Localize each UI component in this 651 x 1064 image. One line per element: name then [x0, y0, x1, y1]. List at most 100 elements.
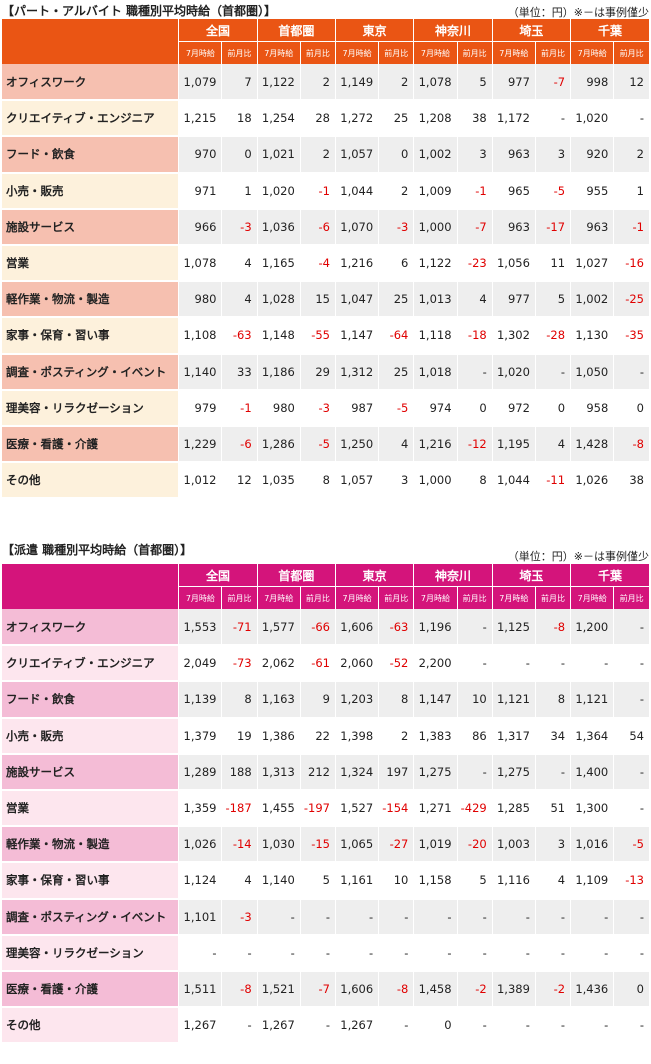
wage-cell: -: [570, 898, 614, 936]
wage-cell: 1,250: [334, 425, 379, 464]
wage-cell: 1,000: [413, 462, 458, 500]
change-cell: 2: [299, 64, 336, 102]
change-cell: 11: [534, 244, 571, 283]
job-category-label: 医療・看護・介護: [2, 425, 179, 464]
wage-cell: 979: [178, 389, 222, 427]
region-header: 全国: [178, 564, 258, 587]
region-header: 全国: [178, 19, 258, 42]
wage-cell: 1,078: [178, 244, 222, 283]
change-cell: -28: [534, 317, 571, 355]
col-change-header: 前月比: [613, 586, 649, 609]
change-cell: 25: [378, 100, 414, 138]
wage-cell: 1,300: [570, 789, 614, 828]
job-category-label: クリエイティブ・エンジニア: [2, 645, 179, 683]
table-row: フード・飲食 970 0 1,021 2 1,057 0 1,002 3 963 3 920 2: [2, 136, 649, 174]
wage-cell: 1,057: [334, 462, 379, 500]
change-cell: -3: [221, 898, 258, 936]
change-cell: 38: [456, 100, 493, 138]
table-row: 軽作業・物流・製造 1,026 -14 1,030 -15 1,065 -27 1,019 -2…: [2, 826, 649, 864]
change-cell: 7: [221, 64, 258, 102]
change-cell: -2: [534, 970, 571, 1009]
change-cell: -7: [534, 64, 571, 102]
change-cell: -: [299, 934, 336, 972]
wage-cell: 1,312: [334, 353, 379, 391]
wage-cell: 1,254: [256, 100, 301, 138]
region-header: 千葉: [570, 19, 649, 42]
wage-cell: 1,012: [178, 462, 222, 500]
table-row: 施設サービス 1,289 188 1,313 212 1,324 197 1,275-1,27…: [2, 753, 649, 791]
job-category-label: 軽作業・物流・製造: [2, 826, 179, 864]
table-row: 小売・販売 1,379 19 1,386 22 1,398 2 1,383 86 1,317 34 1…: [2, 717, 649, 755]
job-category-label: その他: [2, 462, 179, 500]
wage-cell: 958: [570, 389, 614, 427]
change-cell: 12: [221, 462, 258, 500]
change-cell: 8: [534, 681, 571, 719]
wage-cell: 987: [334, 389, 379, 427]
col-change-header: 前月比: [221, 41, 258, 64]
wage-cell: 1,186: [256, 353, 301, 391]
table-row: 調査・ポスティング・イベント 1,140 33 1,186 29 1,312 25 1,018…: [2, 353, 649, 391]
wage-cell: 1,272: [334, 100, 379, 138]
change-cell: -3: [378, 208, 414, 246]
wage-cell: 977: [491, 64, 536, 102]
change-cell: 3: [456, 136, 493, 174]
wage-cell: 1,101: [178, 898, 222, 936]
change-cell: -: [221, 1007, 258, 1045]
wage-cell: 1,364: [570, 717, 614, 755]
table-corner: [2, 19, 179, 64]
table-row: 調査・ポスティング・イベント 1,101 -3- - - - - - - - - -: [2, 898, 649, 936]
col-wage-header: 7月時給: [256, 41, 301, 64]
change-cell: -: [456, 609, 493, 647]
change-cell: 5: [456, 64, 493, 102]
change-cell: -: [534, 934, 571, 972]
wage-cell: 1,267: [334, 1007, 379, 1045]
wage-cell: 1,019: [413, 826, 458, 864]
wage-cell: 998: [570, 64, 614, 102]
region-header: 東京: [334, 19, 414, 42]
wage-cell: 1,140: [178, 353, 222, 391]
wage-cell: 1,035: [256, 462, 301, 500]
change-cell: 4: [221, 244, 258, 283]
change-cell: 6: [378, 244, 414, 283]
change-cell: -: [456, 898, 493, 936]
job-category-label: クリエイティブ・エンジニア: [2, 100, 179, 138]
wage-cell: 1,016: [570, 826, 614, 864]
table-row: 家事・保育・習い事 1,108 -63 1,148 -55 1,147 -64 1,118 -1…: [2, 317, 649, 355]
change-cell: -: [613, 789, 649, 828]
wage-cell: 980: [256, 389, 301, 427]
wage-cell: 1,386: [256, 717, 301, 755]
region-header: 千葉: [570, 564, 649, 587]
change-cell: -: [534, 353, 571, 391]
change-cell: -: [534, 100, 571, 138]
wage-cell: 1,009: [413, 172, 458, 210]
change-cell: 19: [221, 717, 258, 755]
wage-cell: -: [334, 934, 379, 972]
wage-cell: 1,275: [413, 753, 458, 791]
change-cell: 2: [378, 64, 414, 102]
wage-cell: 1,216: [413, 425, 458, 464]
change-cell: -14: [221, 826, 258, 864]
change-cell: -5: [299, 425, 336, 464]
col-wage-header: 7月時給: [570, 586, 614, 609]
change-cell: -12: [456, 425, 493, 464]
change-cell: 33: [221, 353, 258, 391]
table-row: クリエイティブ・エンジニア 2,049 -73 2,062 -61 2,060 -52 2,2…: [2, 645, 649, 683]
job-category-label: 小売・販売: [2, 717, 179, 755]
change-cell: 0: [613, 389, 649, 427]
change-cell: -: [456, 645, 493, 683]
change-cell: 22: [299, 717, 336, 755]
wage-cell: 963: [570, 208, 614, 246]
wage-cell: 963: [491, 136, 536, 174]
wage-cell: 1,122: [413, 244, 458, 283]
wage-cell: 1,057: [334, 136, 379, 174]
wage-cell: 1,070: [334, 208, 379, 246]
change-cell: -5: [534, 172, 571, 210]
region-header: 埼玉: [491, 564, 571, 587]
table-row: 小売・販売 971 1 1,020 -1 1,044 2 1,009 -1 965 -5 955 1: [2, 172, 649, 210]
table-row: オフィスワーク 1,553 -71 1,577 -66 1,606 -63 1,196-1,1…: [2, 609, 649, 647]
wage-cell: 1,229: [178, 425, 222, 464]
change-cell: -71: [221, 609, 258, 647]
col-change-header: 前月比: [299, 41, 336, 64]
change-cell: 10: [378, 862, 414, 900]
wage-cell: 1,359: [178, 789, 222, 828]
